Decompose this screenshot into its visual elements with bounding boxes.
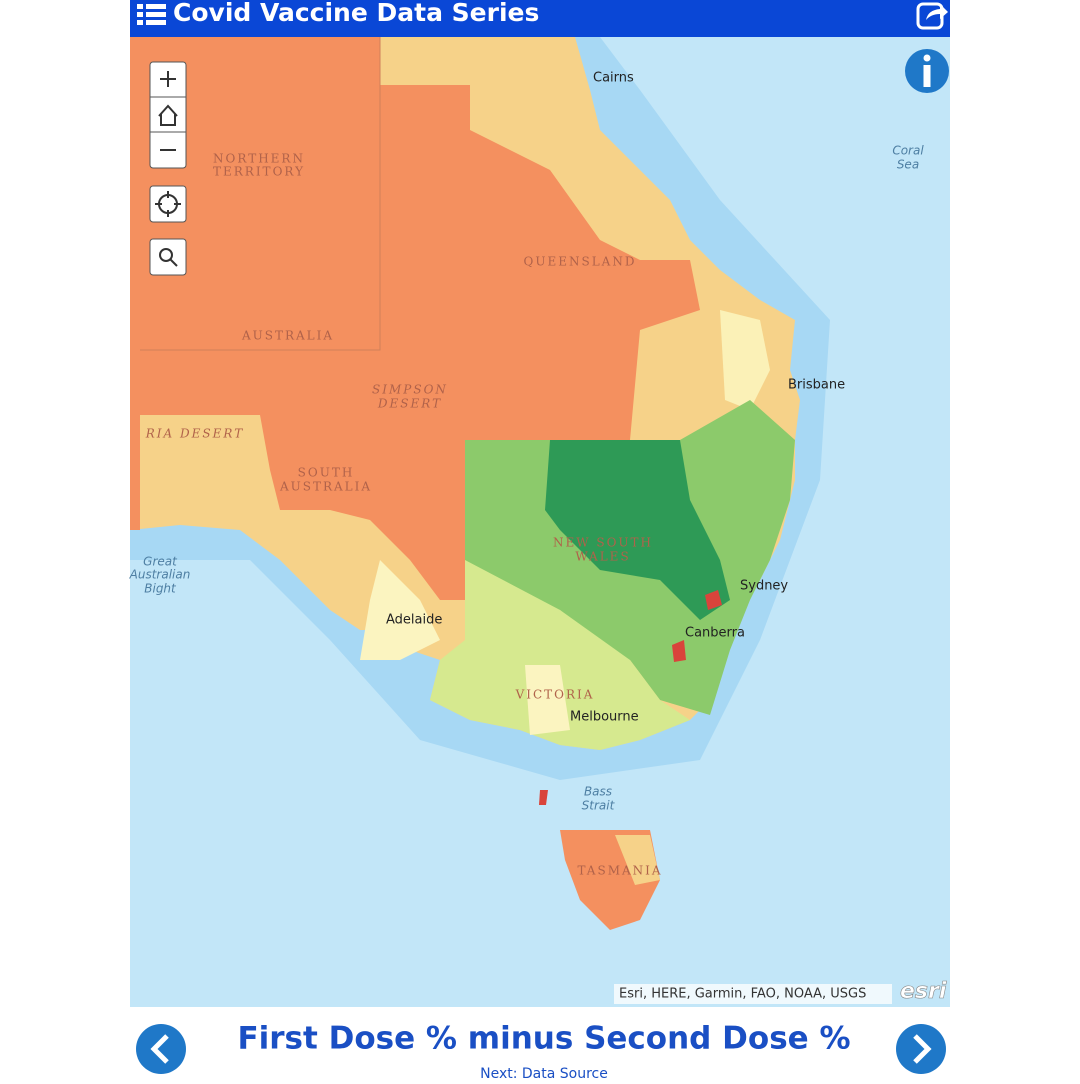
- share-icon[interactable]: [916, 2, 948, 30]
- map-label: Adelaide: [386, 613, 442, 628]
- info-button[interactable]: [905, 49, 949, 93]
- map-label: Sea: [897, 158, 919, 172]
- map-label: Strait: [582, 799, 616, 813]
- previous-button[interactable]: [136, 1024, 186, 1074]
- map-label: NEW SOUTH: [553, 536, 653, 550]
- map-label: DESERT: [377, 397, 442, 411]
- map-label: Canberra: [685, 626, 745, 641]
- attribution-bg: [614, 984, 892, 1004]
- map-label: SOUTH: [298, 466, 355, 480]
- map-label: RIA DESERT: [145, 427, 244, 441]
- map-label: Sydney: [740, 579, 788, 594]
- list-icon[interactable]: [137, 4, 166, 25]
- map-label: SIMPSON: [372, 383, 448, 397]
- zoom-controls[interactable]: [149, 61, 187, 169]
- esri-logo: esri: [900, 979, 947, 1004]
- map-label: Great: [143, 555, 178, 569]
- map-label: Melbourne: [570, 710, 639, 725]
- app-title: Covid Vaccine Data Series: [173, 0, 539, 27]
- map-label: Bight: [144, 582, 177, 596]
- map[interactable]: [130, 37, 950, 1007]
- map-label: TASMANIA: [577, 864, 662, 878]
- map-label: AUSTRALIA: [279, 480, 372, 494]
- map-label: QUEENSLAND: [524, 255, 637, 269]
- map-label: Coral: [892, 144, 924, 158]
- map-label: TERRITORY: [213, 165, 305, 179]
- map-label: Cairns: [593, 71, 634, 86]
- header-bar: [130, 0, 950, 37]
- next-button[interactable]: [896, 1024, 946, 1074]
- attribution: Esri, HERE, Garmin, FAO, NOAA, USGS: [619, 987, 866, 1002]
- slide-title: First Dose % minus Second Dose %: [237, 1021, 850, 1057]
- locate-button[interactable]: [149, 185, 187, 223]
- next-link[interactable]: Next: Data Source: [480, 1066, 608, 1082]
- map-label: NORTHERN: [213, 152, 305, 166]
- map-label: AUSTRALIA: [241, 329, 334, 343]
- map-label: Bass: [584, 785, 612, 799]
- map-label: Brisbane: [788, 378, 845, 393]
- search-button[interactable]: [149, 238, 187, 276]
- map-label: VICTORIA: [515, 688, 595, 702]
- map-label: Australian: [129, 568, 191, 582]
- map-label: WALES: [575, 550, 630, 564]
